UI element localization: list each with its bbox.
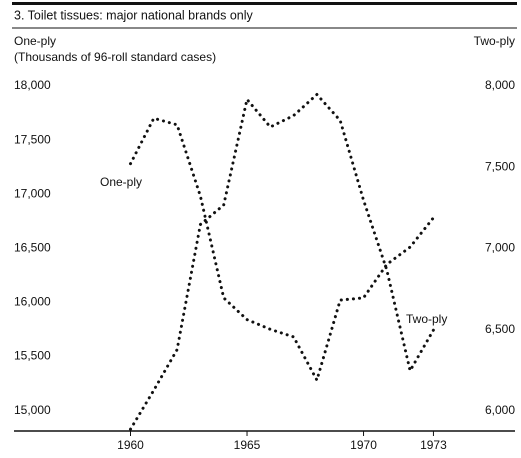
series-label: One-ply <box>100 175 142 189</box>
y-tick-label: 17,000 <box>14 186 51 200</box>
chart-title: 3. Toilet tissues: major national brands… <box>14 8 254 22</box>
y-tick-label: 15,000 <box>14 403 51 417</box>
y2-tick-label: 6,500 <box>485 322 515 336</box>
x-tick-label: 1965 <box>234 438 261 452</box>
y2-tick-label: 7,500 <box>485 159 515 173</box>
x-tick-label: 1973 <box>420 438 447 452</box>
y-tick-label: 18,000 <box>14 78 51 92</box>
x-tick-label: 1970 <box>350 438 377 452</box>
y2-tick-label: 7,000 <box>485 241 515 255</box>
series-label: Two-ply <box>406 312 447 326</box>
y2-tick-label: 8,000 <box>485 78 515 92</box>
y-tick-label: 15,500 <box>14 349 51 363</box>
y-axis-label: One-ply <box>14 34 56 48</box>
y-tick-label: 16,000 <box>14 295 51 309</box>
y-axis-sublabel: (Thousands of 96-roll standard cases) <box>14 50 216 64</box>
y2-tick-label: 6,000 <box>485 403 515 417</box>
top-rule <box>12 2 517 5</box>
x-tick-label: 1960 <box>117 438 144 452</box>
y2-axis-label: Two-ply <box>474 34 515 48</box>
series-line <box>129 116 435 385</box>
series-line <box>129 92 435 431</box>
y-tick-label: 17,500 <box>14 132 51 146</box>
y-tick-label: 16,500 <box>14 240 51 254</box>
